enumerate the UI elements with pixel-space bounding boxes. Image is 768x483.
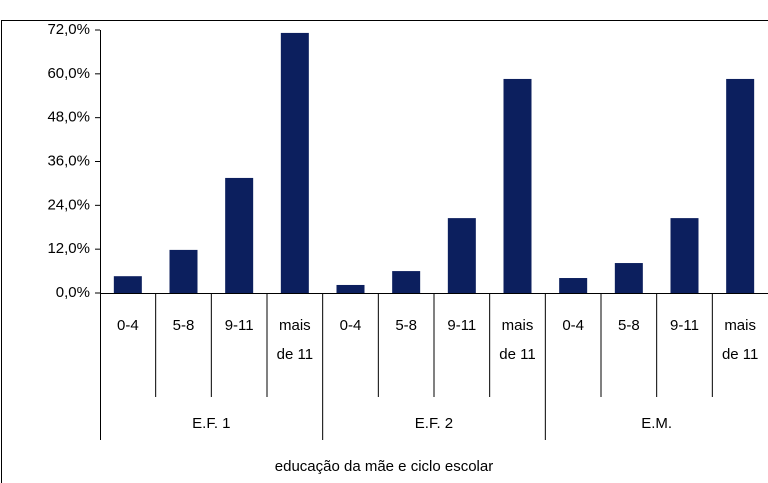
x-tick-label: 0-4 bbox=[562, 317, 584, 334]
x-tick-label: mais de 11 bbox=[721, 317, 759, 363]
bar bbox=[447, 218, 476, 293]
group-label: E.F. 2 bbox=[414, 415, 454, 432]
group-label: E.M. bbox=[641, 415, 673, 432]
y-tick-label: 36,0% bbox=[47, 152, 90, 169]
bar bbox=[670, 218, 699, 293]
x-axis-label: educação da mãe e ciclo escolar bbox=[274, 458, 494, 475]
x-tick-label: 0-4 bbox=[339, 317, 362, 334]
bar bbox=[280, 32, 309, 294]
bar bbox=[614, 263, 643, 293]
x-tick-label: 0-4 bbox=[116, 317, 139, 334]
x-tick-label: mais de 11 bbox=[276, 317, 314, 363]
x-tick-label: 5-8 bbox=[172, 317, 195, 334]
x-tick-label: 9-11 bbox=[447, 317, 477, 334]
bar bbox=[113, 276, 142, 293]
y-tick-label: 60,0% bbox=[47, 65, 90, 82]
y-tick-label: 24,0% bbox=[47, 196, 90, 213]
x-tick-label: 9-11 bbox=[670, 317, 699, 334]
y-tick-label: 72,0% bbox=[47, 21, 90, 38]
bar bbox=[559, 278, 588, 293]
bar bbox=[503, 78, 532, 293]
x-tick-label: 9-11 bbox=[224, 317, 254, 334]
bar bbox=[336, 284, 365, 293]
group-label: E.F. 1 bbox=[192, 415, 231, 432]
x-tick-label: 5-8 bbox=[395, 317, 417, 334]
x-tick-label: 5-8 bbox=[617, 317, 640, 334]
bar bbox=[169, 249, 198, 293]
y-tick-label: 0,0% bbox=[56, 284, 90, 301]
chart-frame bbox=[1, 20, 768, 483]
y-tick-label: 48,0% bbox=[47, 109, 90, 126]
y-tick-label: 12,0% bbox=[47, 240, 90, 257]
x-tick-label: mais de 11 bbox=[499, 317, 536, 363]
bar bbox=[392, 271, 421, 293]
bar bbox=[225, 177, 254, 293]
bar bbox=[726, 78, 755, 293]
